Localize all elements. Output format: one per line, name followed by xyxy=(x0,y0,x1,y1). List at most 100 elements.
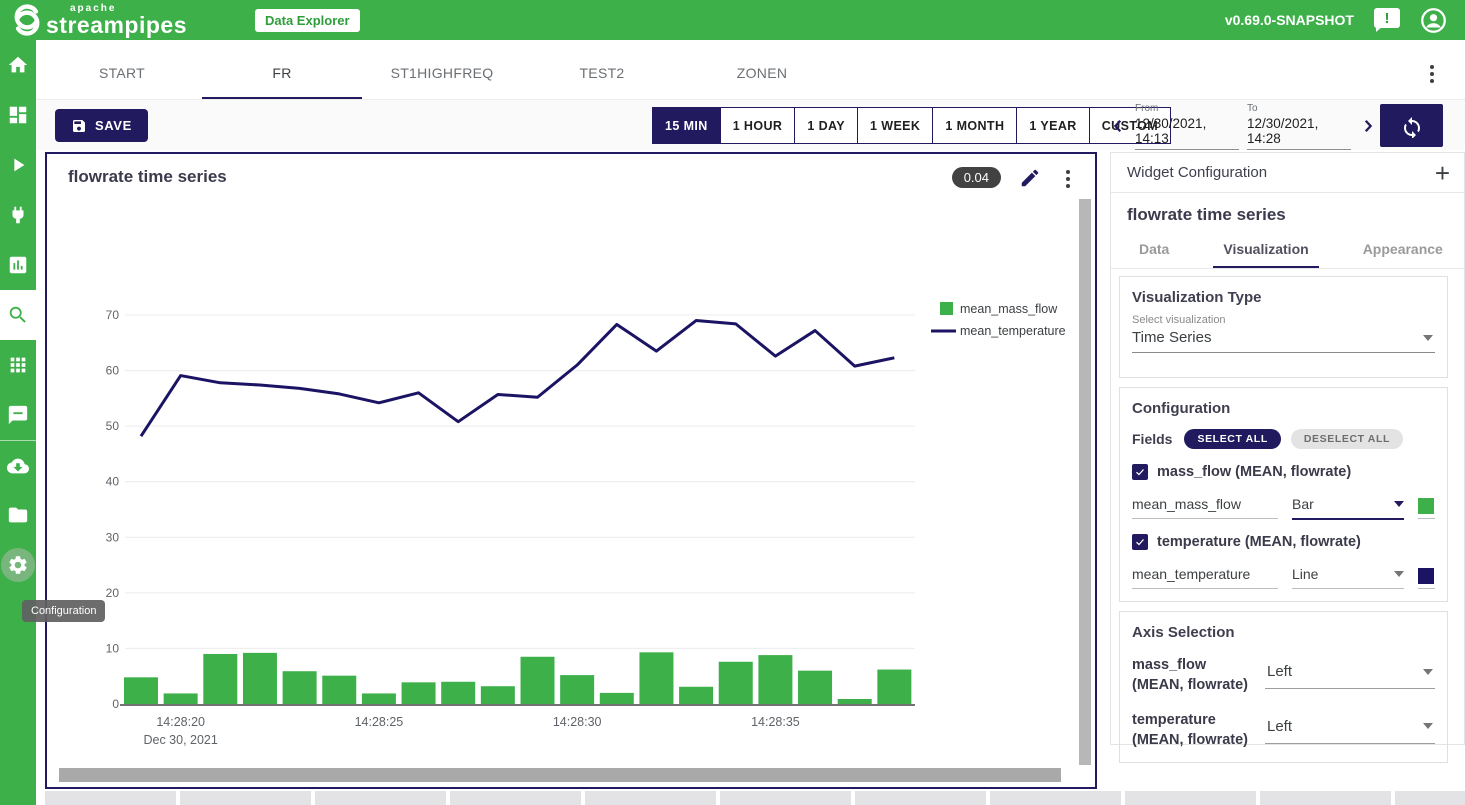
tab-data[interactable]: Data xyxy=(1139,241,1170,257)
widget-placeholder-cell xyxy=(585,791,716,805)
chevron-down-icon xyxy=(1423,334,1433,341)
y-tick-label: 60 xyxy=(106,364,120,378)
widget-placeholder-cell xyxy=(45,791,176,805)
mass-flow-checkbox[interactable] xyxy=(1132,464,1148,480)
bar-14:28:21 xyxy=(203,653,238,704)
widget-placeholder-cell xyxy=(1260,791,1391,805)
range-1month-button[interactable]: 1 MONTH xyxy=(933,108,1018,143)
next-range-button[interactable] xyxy=(1355,106,1381,146)
range-1week-button[interactable]: 1 WEEK xyxy=(858,108,934,143)
temperature-checkbox[interactable] xyxy=(1132,534,1148,550)
x-tick-label: 14:28:35 xyxy=(751,715,800,729)
y-tick-label: 50 xyxy=(106,419,120,433)
bar-14:28:29 xyxy=(520,656,555,704)
to-value[interactable]: 12/30/2021, 14:28 xyxy=(1247,114,1351,150)
range-custom-button[interactable]: CUSTOM xyxy=(1089,108,1171,143)
chevron-down-icon xyxy=(1394,501,1404,507)
bar-14:28:25 xyxy=(361,693,396,704)
streampipes-logo[interactable]: apache streampipes xyxy=(10,3,187,37)
play-icon xyxy=(14,158,25,172)
bar-14:28:24 xyxy=(322,675,357,704)
sidebar-item-notifications[interactable] xyxy=(0,390,36,440)
refresh-button[interactable] xyxy=(1380,104,1443,147)
search-icon xyxy=(9,306,26,323)
sidebar-item-apps[interactable] xyxy=(0,340,36,390)
sidebar-item-pipelines[interactable] xyxy=(0,140,36,190)
series-color-swatch[interactable] xyxy=(1418,498,1434,514)
version-label: v0.69.0-SNAPSHOT xyxy=(1224,12,1354,28)
sidebar-item-connect[interactable] xyxy=(0,190,36,240)
y-tick-label: 10 xyxy=(106,641,120,655)
sidebar-item-home[interactable] xyxy=(0,40,36,90)
fields-label: Fields xyxy=(1132,431,1173,447)
add-widget-icon[interactable]: + xyxy=(1434,157,1450,188)
configuration-tooltip: Configuration xyxy=(22,600,106,622)
display-type-select[interactable]: Line xyxy=(1292,566,1404,589)
account-icon[interactable] xyxy=(1420,7,1447,34)
tab-visualization[interactable]: Visualization xyxy=(1213,235,1319,268)
sidebar-item-install-elements[interactable] xyxy=(0,440,36,490)
refresh-countdown-badge: 0.04 xyxy=(951,167,1001,188)
timeseries-chart[interactable]: 0 10 20 30 40 50 60 70 14:28:20 14:28:25 14:28:30 1… xyxy=(47,154,1095,782)
widget-menu-icon[interactable] xyxy=(1059,168,1077,190)
tab-st1highfreq[interactable]: ST1HIGHFREQ xyxy=(390,64,494,81)
range-15min-button[interactable]: 15 MIN xyxy=(653,108,721,143)
logo-apache-text: apache xyxy=(70,2,117,14)
chevron-down-icon xyxy=(1423,668,1433,675)
chevron-left-icon xyxy=(1113,119,1122,133)
range-1hour-button[interactable]: 1 HOUR xyxy=(720,108,796,143)
tab-start[interactable]: START xyxy=(98,64,146,81)
sidebar-item-configuration[interactable] xyxy=(0,540,36,590)
chart-horizontal-scrollbar[interactable] xyxy=(59,768,1061,782)
section-title: Visualization Type xyxy=(1132,289,1262,306)
to-date-field[interactable]: To 12/30/2021, 14:28 xyxy=(1247,103,1351,150)
range-1year-button[interactable]: 1 YEAR xyxy=(1017,108,1090,143)
tab-appearance[interactable]: Appearance xyxy=(1362,241,1443,257)
bar-14:28:30 xyxy=(560,675,595,704)
select-all-button[interactable]: SELECT ALL xyxy=(1184,429,1281,449)
folder-icon xyxy=(8,507,28,523)
axis-field-label: mass_flow (MEAN, flowrate) xyxy=(1132,657,1248,694)
previous-range-button[interactable] xyxy=(1105,106,1131,146)
sidebar-item-files[interactable] xyxy=(0,490,36,540)
date-navigation: From 12/30/2021, 14:13 To 12/30/2021, 14… xyxy=(1105,103,1381,150)
feedback-icon[interactable]: ! xyxy=(1374,8,1400,32)
range-1day-button[interactable]: 1 DAY xyxy=(795,108,859,143)
panel-widget-title: flowrate time series xyxy=(1127,205,1286,224)
chart-vertical-scrollbar[interactable] xyxy=(1079,199,1091,765)
series-color-swatch[interactable] xyxy=(1418,568,1434,584)
display-type-select[interactable]: Bar xyxy=(1292,496,1404,520)
check-icon xyxy=(1136,539,1144,546)
visualization-type-select[interactable]: Time Series xyxy=(1132,326,1435,353)
widget-placeholder-cell xyxy=(450,791,581,805)
field-name-input[interactable]: mean_mass_flow xyxy=(1132,496,1278,519)
tabbar-menu-icon[interactable] xyxy=(1423,63,1441,85)
tab-zonen[interactable]: ZONEN xyxy=(736,64,788,81)
main-content: flowrate time series 0.04 0 10 20 30 40 50 60 7… xyxy=(36,150,1465,805)
tab-fr[interactable]: FR xyxy=(202,48,362,99)
bar-14:28:28 xyxy=(480,686,515,704)
deselect-all-button[interactable]: DESELECT ALL xyxy=(1290,429,1403,449)
widget-placeholder-cell xyxy=(990,791,1121,805)
tab-test2[interactable]: TEST2 xyxy=(579,64,625,81)
y-tick-label: 20 xyxy=(106,586,120,600)
from-date-field[interactable]: From 12/30/2021, 14:13 xyxy=(1135,103,1239,150)
chevron-down-icon xyxy=(1423,723,1433,730)
legend-bar-swatch xyxy=(940,302,953,315)
sidebar-item-pipeline-editor[interactable] xyxy=(0,90,36,140)
chat-icon xyxy=(8,405,28,425)
field-name-input[interactable]: mean_temperature xyxy=(1132,566,1278,589)
bar-14:28:27 xyxy=(441,681,476,704)
widget-title: flowrate time series xyxy=(68,167,227,186)
from-value[interactable]: 12/30/2021, 14:13 xyxy=(1135,114,1239,150)
sidebar-item-dashboard[interactable] xyxy=(0,240,36,290)
widget-placeholder-cell xyxy=(180,791,311,805)
panel-tabs: Data Visualization Appearance xyxy=(1111,227,1464,269)
axis-select[interactable]: Left xyxy=(1265,716,1435,744)
save-button[interactable]: SAVE xyxy=(55,109,148,142)
edit-widget-button[interactable] xyxy=(1019,167,1041,189)
axis-select[interactable]: Left xyxy=(1265,661,1435,690)
sidebar-item-data-explorer[interactable] xyxy=(0,290,36,340)
bar-chart-icon xyxy=(9,256,27,274)
check-icon xyxy=(1136,469,1144,476)
